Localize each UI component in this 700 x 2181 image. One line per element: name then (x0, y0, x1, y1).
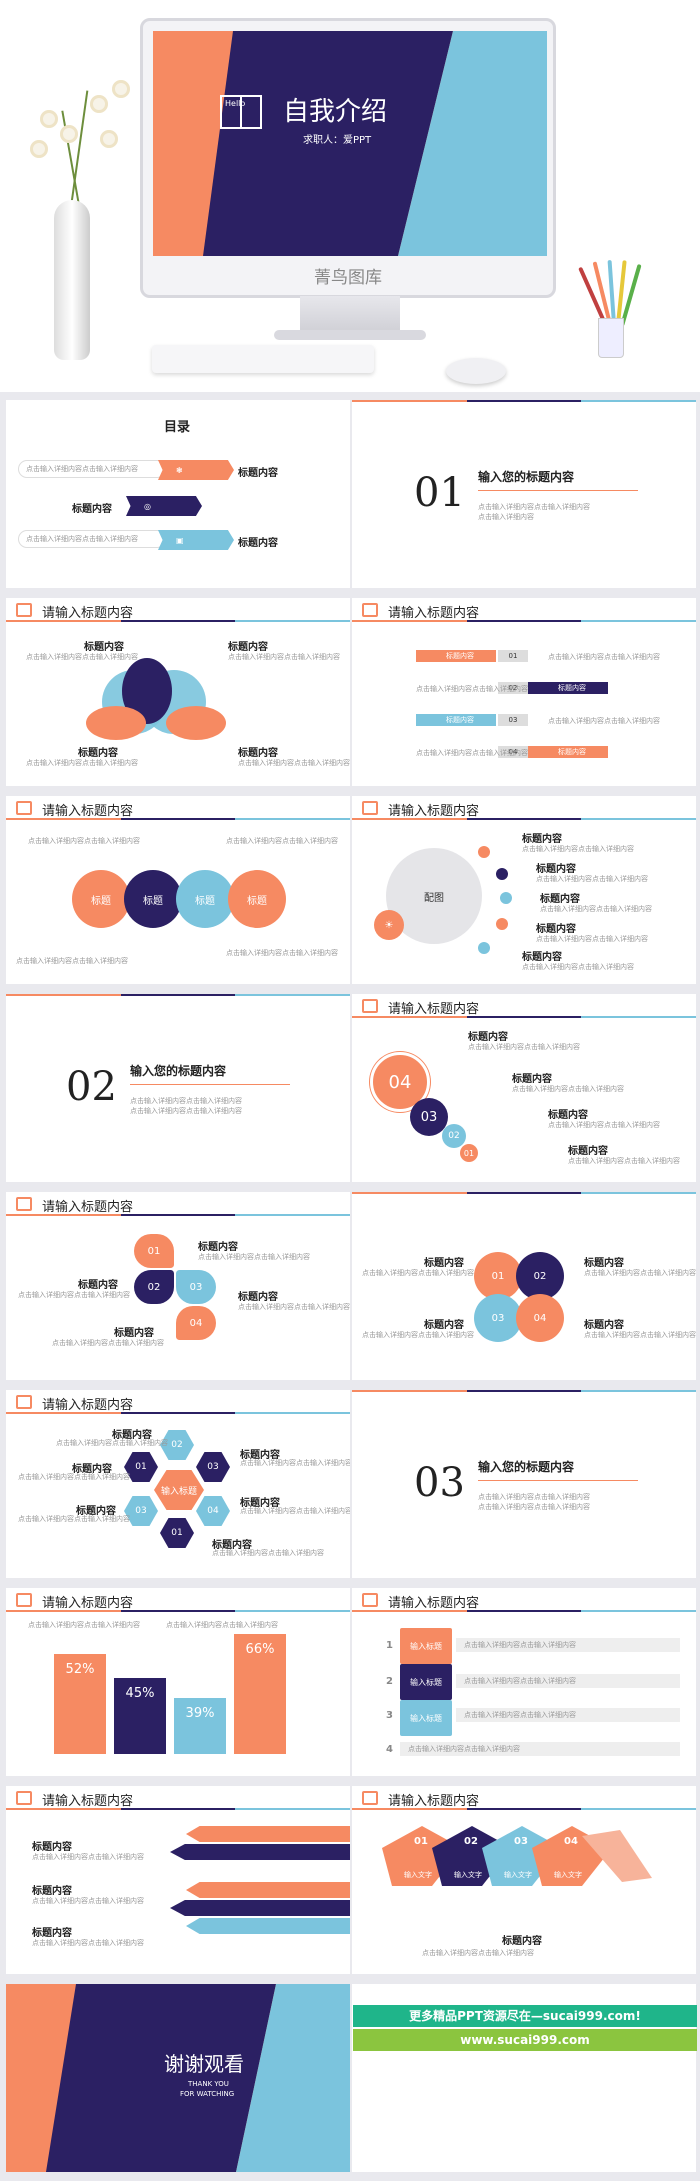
slide-header-title: 请输入标题内容 (42, 1596, 134, 1611)
item-title: 标题内容 (238, 748, 278, 759)
slide-hexagons: 请输入标题内容 02 01 03 输入标题 03 04 01 标题内容 点击输入… (6, 1390, 350, 1578)
bar-2: 45% (114, 1678, 166, 1754)
pencil-cup (598, 318, 624, 358)
slide-header-title: 请输入标题内容 (388, 1794, 480, 1809)
section-number: 02 (66, 1064, 117, 1110)
bulb-icon: ☀ (374, 910, 404, 940)
bar-4: 66% (234, 1634, 286, 1754)
section-title: 输入您的标题内容 (478, 1460, 575, 1474)
cover-background (203, 31, 547, 256)
slide-bubbles: 请输入标题内容 04 03 02 01 标题内容 点击输入详细内容点击输入详细内… (352, 994, 696, 1182)
section-number: 03 (414, 1460, 465, 1506)
slide-header-title: 请输入标题内容 (388, 1596, 480, 1611)
section-title: 输入您的标题内容 (478, 470, 575, 484)
edit-icon (16, 1197, 32, 1211)
slide-header-title: 请输入标题内容 (42, 606, 134, 621)
monitor-stand (300, 296, 400, 332)
flower-icon (90, 95, 108, 113)
edit-icon (362, 603, 378, 617)
slide-bars: 请输入标题内容 标题内容 01 点击输入详细内容点击输入详细内容 02 标题内容… (352, 598, 696, 786)
slide-four-circles: 请输入标题内容 点击输入详细内容点击输入详细内容 点击输入详细内容点击输入详细内… (6, 796, 350, 984)
toc-title: 目录 (164, 420, 191, 435)
slide-bar-chart: 请输入标题内容 点击输入详细内容点击输入详细内容 点击输入详细内容点击输入详细内… (6, 1588, 350, 1776)
thanks-background (6, 1984, 350, 2172)
slide-image-list: 请输入标题内容 配图 ☀ 标题内容 点击输入详细内容点击输入详细内容 标题内容 … (352, 796, 696, 984)
slide-thanks: 谢谢观看 THANK YOU FOR WATCHING (6, 1984, 350, 2172)
slide-section-02: 02 输入您的标题内容 点击输入详细内容点击输入详细内容 点击输入详细内容点击输… (6, 994, 350, 1182)
slide-quad-circles: 01 02 03 04 标题内容 点击输入详细内容点击输入详细内容 标题内容 点… (352, 1192, 696, 1380)
toc-item-3: 标题内容 (238, 538, 278, 549)
toc-chevron-2: ◎ (126, 496, 202, 516)
toc-item-1: 标题内容 (238, 468, 278, 479)
slide-petal-list: 请输入标题内容 01 02 03 04 标题内容 点击输入详细内容点击输入详细内… (6, 1192, 350, 1380)
edit-icon (362, 999, 378, 1013)
edit-icon (16, 801, 32, 815)
keyboard (152, 345, 374, 373)
flower-icon (40, 110, 58, 128)
slide-header-title: 请输入标题内容 (42, 1200, 134, 1215)
section-title: 输入您的标题内容 (130, 1064, 227, 1078)
flower-stem (69, 90, 89, 210)
hero-scene: Hello 自我介绍 求职人：爱PPT 菁鸟图库 (0, 0, 700, 392)
item-title: 标题内容 (78, 748, 118, 759)
monitor-base (274, 330, 426, 340)
bar-1: 52% (54, 1654, 106, 1754)
slide-header-title: 请输入标题内容 (42, 804, 134, 819)
section-desc: 点击输入详细内容点击输入详细内容 (478, 503, 590, 511)
book-text: Hello (225, 99, 246, 108)
toc-chevron-3: ▣ (158, 530, 234, 550)
edit-icon (16, 1593, 32, 1607)
edit-icon (362, 1593, 378, 1607)
ad-banner-2[interactable]: www.sucai999.com (353, 2029, 697, 2051)
item-title: 标题内容 (84, 642, 124, 653)
cover-title: 自我介绍 (283, 97, 388, 127)
section-number: 01 (414, 470, 465, 516)
bar-3: 39% (174, 1698, 226, 1754)
slide-section-01: 01 输入您的标题内容 点击输入详细内容点击输入详细内容 点击输入详细内容 (352, 400, 696, 588)
monitor: Hello 自我介绍 求职人：爱PPT 菁鸟图库 (140, 18, 556, 298)
cover-slide: Hello 自我介绍 求职人：爱PPT (153, 31, 547, 256)
slide-header-title: 请输入标题内容 (388, 1002, 480, 1017)
slide-header-title: 请输入标题内容 (388, 804, 480, 819)
flower-icon (60, 125, 78, 143)
toc-chevron-1: ❃ (158, 460, 234, 480)
ribbon-graphic (382, 1826, 652, 1886)
monitor-watermark: 菁鸟图库 (314, 268, 382, 288)
section-desc: 点击输入详细内容 (478, 513, 534, 521)
cover-subtitle: 求职人：爱PPT (303, 135, 372, 146)
slide-arrows: 请输入标题内容 标题内容 点击输入详细内容点击输入详细内容 标题内容 点击输入详… (6, 1786, 350, 1974)
item-title: 标题内容 (228, 642, 268, 653)
flower-icon (100, 130, 118, 148)
edit-icon (16, 1395, 32, 1409)
flower-icon (30, 140, 48, 158)
slide-lotus: 请输入标题内容 标题内容 点击输入详细内容点击输入详细内容 标题内容 点击输入详… (6, 598, 350, 786)
slide-toc: 目录 点击输入详细内容点击输入详细内容 ❃ 标题内容 ◎ 标题内容 点击输入详细… (6, 400, 350, 588)
edit-icon (362, 1791, 378, 1805)
edit-icon (16, 603, 32, 617)
slide-ribbon: 请输入标题内容 01 02 03 04 输入文字 输入文字 输入文字 输入文字 … (352, 1786, 696, 1974)
edit-icon (362, 801, 378, 815)
ad-banner-1[interactable]: 更多精品PPT资源尽在—sucai999.com! (353, 2005, 697, 2027)
thanks-title: 谢谢观看 (164, 2052, 244, 2076)
slide-steps: 请输入标题内容 1 2 3 4 输入标题 输入标题 输入标题 点击输入详细内容点… (352, 1588, 696, 1776)
slide-header-title: 请输入标题内容 (42, 1398, 134, 1413)
slide-header-title: 请输入标题内容 (42, 1794, 134, 1809)
vase (54, 200, 90, 360)
toc-item-2: 标题内容 (72, 504, 112, 515)
flower-icon (112, 80, 130, 98)
edit-icon (16, 1791, 32, 1805)
toc-desc: 点击输入详细内容点击输入详细内容 (26, 535, 138, 543)
mouse (446, 358, 506, 384)
slide-section-03: 03 输入您的标题内容 点击输入详细内容点击输入详细内容 点击输入详细内容点击输… (352, 1390, 696, 1578)
toc-desc: 点击输入详细内容点击输入详细内容 (26, 465, 138, 473)
slide-header-title: 请输入标题内容 (388, 606, 480, 621)
